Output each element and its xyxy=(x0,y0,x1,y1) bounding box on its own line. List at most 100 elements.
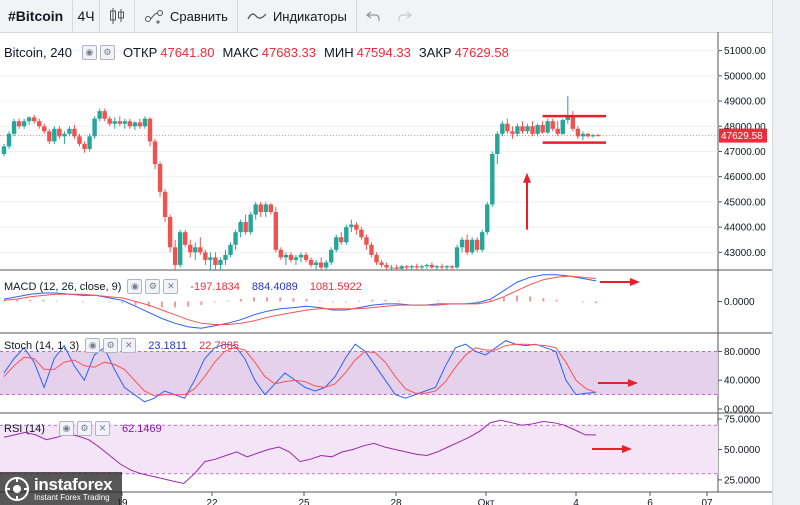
candle-body xyxy=(122,121,128,124)
candle-body xyxy=(132,122,138,127)
candle-body xyxy=(97,111,102,119)
stoch-tick-label: 40.0000 xyxy=(724,376,761,387)
candle-body xyxy=(535,125,540,134)
chart-canvas[interactable]: 43000.00 44000.00 45000.00 46000.00 47000.00… xyxy=(0,32,772,505)
time-tick-label: 6 xyxy=(647,498,653,505)
candle-body xyxy=(359,229,364,238)
candle-body xyxy=(575,128,581,137)
candle-body xyxy=(193,247,198,253)
settings-gear-icon[interactable]: ⚙ xyxy=(145,279,161,294)
close-label: ЗАКР xyxy=(418,45,452,60)
candle-body xyxy=(67,128,72,134)
candle-body xyxy=(238,222,243,233)
close-icon[interactable]: ✕ xyxy=(94,421,110,436)
candle-body xyxy=(203,252,208,260)
candle-body xyxy=(198,247,203,253)
macd-histogram-value: -197.1834 xyxy=(190,280,240,293)
low-value: 47594.33 xyxy=(356,45,411,60)
candle-body xyxy=(394,267,399,269)
toolbar-divider xyxy=(134,0,135,32)
price-tick-label: 51000.00 xyxy=(724,46,766,57)
open-label: ОТКР xyxy=(122,45,158,60)
candle-body xyxy=(223,254,228,260)
indicators-button[interactable]: Индикаторы xyxy=(238,0,356,32)
candle-body xyxy=(500,123,505,134)
indicators-label: Индикаторы xyxy=(272,8,347,24)
settings-gear-icon[interactable]: ⚙ xyxy=(99,45,115,60)
watermark-tagline: Instant Forex Trading xyxy=(34,492,110,502)
candle-body xyxy=(21,121,27,127)
time-tick-label: 19 xyxy=(116,498,128,505)
settings-gear-icon[interactable]: ⚙ xyxy=(76,421,92,436)
stoch-tick-label: 0.0000 xyxy=(724,405,755,416)
toolbar-divider xyxy=(72,0,73,32)
candle-body xyxy=(288,254,294,260)
compare-button[interactable]: Сравнить xyxy=(135,0,237,32)
candle-body xyxy=(389,267,394,269)
candle-body xyxy=(26,117,32,122)
candle-body xyxy=(152,141,158,165)
candle-body xyxy=(329,249,334,263)
close-icon[interactable]: ✕ xyxy=(121,338,137,353)
candle-body xyxy=(439,266,445,268)
time-tick-label: 28 xyxy=(390,498,402,505)
candles-icon xyxy=(110,8,124,24)
eye-icon[interactable]: ◉ xyxy=(127,279,143,294)
eye-icon[interactable]: ◉ xyxy=(81,45,97,60)
stoch-legend: Stoch (14, 1, 3) ◉ ⚙ ✕ 23.1811 22.7885 xyxy=(4,338,239,353)
macd-tick-label: 0.0000 xyxy=(724,297,755,308)
settings-gear-icon[interactable]: ⚙ xyxy=(103,338,119,353)
candle-body xyxy=(188,244,193,253)
candle-body xyxy=(414,266,419,268)
candle-body xyxy=(585,133,591,137)
candle-body xyxy=(6,133,12,147)
candle-body xyxy=(157,164,163,192)
candle-body xyxy=(47,131,52,142)
rsi-legend: RSI (14) ◉ ⚙ ✕ 62.1469 xyxy=(4,421,162,436)
last-price-label: 47629.58 xyxy=(721,131,763,142)
candle-body xyxy=(112,121,117,124)
candle-body xyxy=(303,254,309,260)
eye-icon[interactable]: ◉ xyxy=(58,421,74,436)
candle-body xyxy=(107,118,112,124)
candle-body xyxy=(515,126,520,134)
candle-body xyxy=(16,121,22,127)
candle-body xyxy=(137,122,143,127)
chart-style-button[interactable] xyxy=(100,0,134,32)
candle-body xyxy=(318,262,324,268)
candle-body xyxy=(480,232,485,250)
time-tick-label: 25 xyxy=(298,498,310,505)
candle-body xyxy=(278,249,284,258)
candle-body xyxy=(248,214,253,233)
undo-button[interactable] xyxy=(357,0,389,32)
candle-body xyxy=(339,237,344,243)
candle-body xyxy=(57,128,62,137)
candle-body xyxy=(263,204,268,212)
candle-body xyxy=(87,136,92,149)
candle-body xyxy=(243,222,248,233)
top-toolbar: #Bitcoin 4Ч Сравнить Индикаторы xyxy=(0,0,772,33)
price-tick-label: 43000.00 xyxy=(724,248,766,259)
candle-body xyxy=(550,121,555,129)
close-icon[interactable]: ✕ xyxy=(163,279,179,294)
eye-icon[interactable]: ◉ xyxy=(85,338,101,353)
redo-button[interactable] xyxy=(389,0,421,32)
right-side-panel xyxy=(772,0,800,505)
time-tick-label: 4 xyxy=(573,498,579,505)
interval-selector[interactable]: 4Ч xyxy=(77,8,95,24)
candle-body xyxy=(485,204,490,233)
last-price-tag xyxy=(719,128,767,143)
candle-body xyxy=(62,133,67,137)
stoch-tick-label: 80.0000 xyxy=(724,347,761,358)
macd-signal-value: 1081.5922 xyxy=(309,280,362,293)
candle-body xyxy=(545,121,550,133)
candle-body xyxy=(459,239,465,248)
price-tick-label: 47000.00 xyxy=(724,147,766,158)
symbol-search[interactable]: #Bitcoin xyxy=(8,8,64,24)
candle-body xyxy=(474,239,480,250)
rsi-tick-label: 25.0000 xyxy=(724,475,761,486)
candle-body xyxy=(364,237,369,245)
candle-body xyxy=(505,123,510,132)
rsi-tick-label: 50.0000 xyxy=(724,445,761,456)
candle-body xyxy=(208,257,213,260)
